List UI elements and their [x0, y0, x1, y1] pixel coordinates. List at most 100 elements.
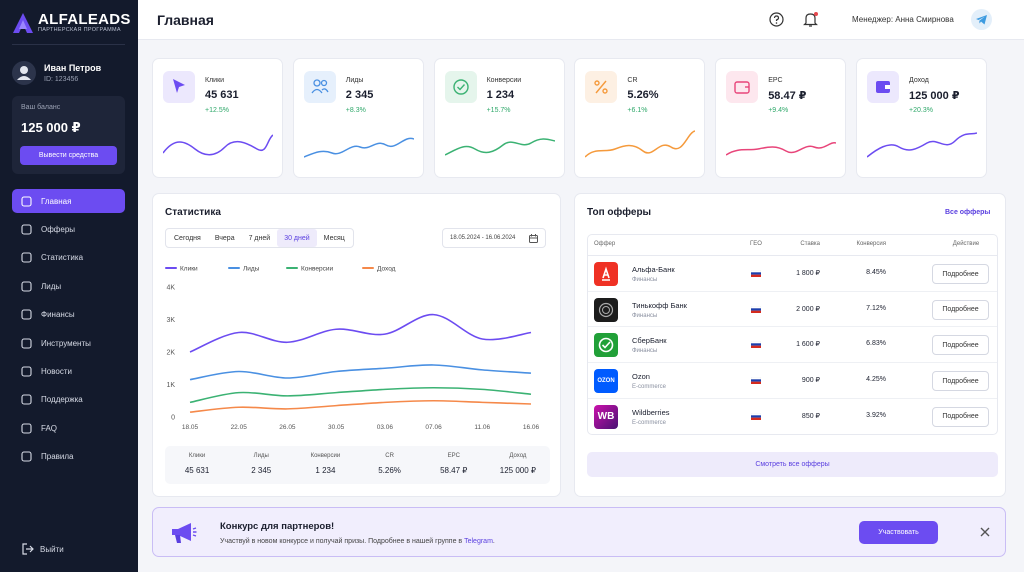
menu-label: Новости [41, 366, 72, 376]
details-button[interactable]: Подробнее [932, 335, 989, 356]
header: Главная Менеджер: Анна Смирнова [138, 0, 1024, 40]
kpi-icon [867, 71, 899, 103]
withdraw-button[interactable]: Вывести средства [20, 146, 117, 165]
kpi-card: CR 5.26% +6.1% [574, 58, 706, 178]
period-tab[interactable]: Месяц [323, 234, 345, 242]
menu-item[interactable]: Статистика [12, 246, 125, 270]
logo-mark [602, 266, 610, 281]
sidebar: ALFALEADS ПАРТНЕРСКАЯ ПРОГРАММА Иван Пет… [0, 0, 138, 572]
kpi-change: +9.4% [768, 107, 789, 114]
sparkline [726, 142, 837, 156]
menu-item[interactable]: FAQ [12, 416, 125, 440]
kpi-change: +20.3% [909, 107, 933, 114]
offer-row: СберБанк Финансы 1 600 ₽ 6.83% Подробнее [588, 327, 997, 364]
offer-row: Альфа-Банк Финансы 1 800 ₽ 8.45% Подробнее [588, 256, 997, 292]
summary-value: 2 345 [251, 466, 272, 475]
notifications-icon[interactable] [803, 11, 819, 28]
summary-value: 45 631 [184, 466, 210, 475]
offer-name: СберБанк [632, 336, 667, 346]
kpi-change: +8.3% [345, 107, 366, 114]
icon-shape [21, 423, 32, 434]
offer-category: Финансы [632, 348, 658, 355]
menu-label: Статистика [41, 253, 84, 263]
menu-label: FAQ [41, 423, 58, 433]
period-tabs: Сегодня Вчера 7 дней 30 дней Месяц [165, 228, 354, 248]
details-button[interactable]: Подробнее [932, 299, 989, 320]
offer-conversion: 3.92% [866, 411, 886, 419]
menu-item[interactable]: Правила [12, 445, 125, 469]
period-tab[interactable]: 7 дней [248, 234, 271, 242]
kpi-value: 1 234 [486, 89, 515, 101]
period-tab[interactable]: Сегодня [174, 234, 201, 242]
view-all-button[interactable]: Смотреть все офферы [587, 452, 998, 477]
menu-item[interactable]: Главная [12, 189, 125, 213]
date-picker[interactable]: 18.05.2024 - 16.06.2024 [442, 228, 546, 248]
offer-category: Финансы [632, 277, 658, 283]
sparkline-path [303, 137, 414, 158]
offer-category: E-commerce [632, 384, 667, 391]
icon-shape [21, 366, 32, 377]
kpi-card: Клики 45 631 +12.5% [152, 58, 283, 178]
sparkline-path [726, 142, 837, 156]
offer-conversion: 6.83% [866, 340, 886, 348]
menu-icon [21, 309, 32, 320]
banner-text-main: Участвуй в новом конкурсе и получай приз… [220, 538, 463, 545]
menu-label: Лиды [41, 281, 62, 291]
menu-icon [21, 451, 32, 462]
kpi-label: Лиды [345, 77, 364, 84]
kpi-icon [726, 71, 759, 103]
period-tab[interactable]: 30 дней [277, 229, 317, 247]
menu-item[interactable]: Лиды [12, 274, 125, 298]
sparkline-path [867, 132, 977, 158]
kpi-label: Конверсии [486, 77, 522, 84]
kpi-value: 58.47 ₽ [768, 90, 807, 102]
offer-row: WB Wildberries E-commerce 850 ₽ 3.92% Подробн… [588, 399, 997, 435]
close-button[interactable] [980, 527, 990, 537]
offer-logo: WB [594, 404, 618, 429]
menu-label: Поддержка [41, 395, 83, 405]
manager: Менеджер: Анна Смирнова [852, 15, 954, 24]
summary-label: Клики [188, 453, 206, 459]
icon-bg [303, 71, 336, 103]
logo-text: OZON [597, 378, 615, 385]
kpi-label: CR [627, 77, 638, 84]
menu-item[interactable]: Инструменты [12, 331, 125, 355]
geo-flag [751, 341, 761, 349]
help-icon[interactable] [769, 12, 784, 27]
menu-icon [21, 281, 32, 292]
summary-value: 58.47 ₽ [440, 466, 468, 475]
banner-text-end: . [492, 538, 495, 545]
period-tab[interactable]: Вчера [214, 234, 235, 242]
menu-icon [21, 366, 32, 377]
sparkline [303, 137, 414, 158]
telegram-link[interactable]: Telegram [464, 538, 493, 545]
all-offers-link[interactable]: Все офферы [945, 209, 991, 216]
telegram-button[interactable] [971, 9, 992, 30]
participate-button[interactable]: Участвовать [859, 521, 938, 544]
offer-row: OZON Ozon E-commerce 900 ₽ 4.25% Подробнее [588, 363, 997, 399]
icon-shape [21, 252, 32, 263]
summary-label: Лиды [253, 453, 269, 459]
menu-item[interactable]: Офферы [12, 217, 125, 241]
logo-icon [13, 13, 33, 33]
summary-value: 5.26% [378, 466, 401, 475]
offer-conversion: 7.12% [866, 304, 886, 312]
banner-title: Конкурс для партнеров! [220, 521, 335, 532]
divider [12, 44, 125, 45]
details-button[interactable]: Подробнее [932, 406, 989, 427]
header-divider [588, 255, 997, 256]
details-button[interactable]: Подробнее [932, 264, 989, 284]
sparkline-path [585, 130, 696, 158]
geo-flag [751, 270, 761, 277]
offers-title: Топ офферы [587, 207, 652, 218]
menu-item[interactable]: Поддержка [12, 388, 125, 412]
statistics-title: Статистика [165, 207, 221, 218]
details-button[interactable]: Подробнее [932, 371, 989, 392]
menu-item[interactable]: Финансы [12, 303, 125, 327]
kpi-icon [585, 71, 618, 103]
kpi-card: Доход 125 000 ₽ +20.3% [856, 58, 987, 178]
logout[interactable]: Выйти [40, 545, 64, 554]
kpi-value: 45 631 [205, 89, 239, 101]
menu-item[interactable]: Новости [12, 359, 125, 383]
kpi-value: 5.26% [627, 89, 659, 101]
